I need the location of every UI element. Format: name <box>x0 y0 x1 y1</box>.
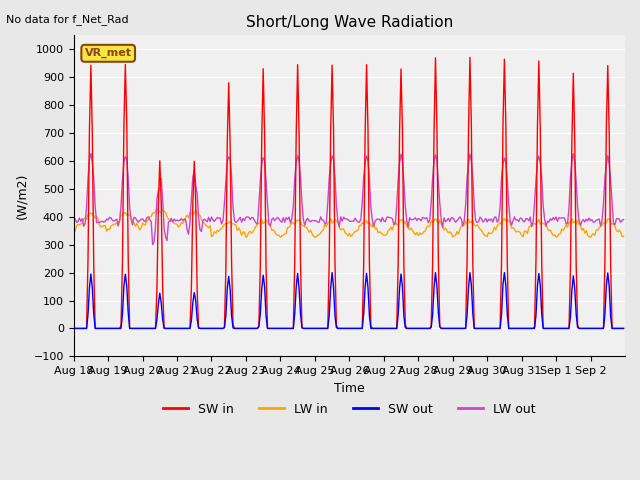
LW out <box>356 219 364 225</box>
SW out <box>328 270 336 276</box>
SW out <box>354 325 362 331</box>
Line: LW out: LW out <box>74 154 623 245</box>
SW in <box>462 325 470 331</box>
SW in <box>353 325 360 331</box>
SW in <box>545 325 553 331</box>
Text: No data for f_Net_Rad: No data for f_Net_Rad <box>6 14 129 25</box>
LW in <box>547 227 554 233</box>
LW in <box>88 212 96 217</box>
LW out <box>620 216 627 222</box>
SW out <box>88 285 96 291</box>
Y-axis label: (W/m2): (W/m2) <box>15 173 28 219</box>
Line: SW out: SW out <box>74 273 623 328</box>
SW in <box>106 325 113 331</box>
Title: Short/Long Wave Radiation: Short/Long Wave Radiation <box>246 15 453 30</box>
LW in <box>620 233 627 239</box>
Legend: SW in, LW in, SW out, LW out: SW in, LW in, SW out, LW out <box>159 398 540 420</box>
SW out <box>617 325 625 331</box>
LW in <box>465 216 472 222</box>
SW in <box>620 325 627 331</box>
SW in <box>70 325 77 331</box>
SW out <box>106 325 113 331</box>
LW out <box>87 151 95 156</box>
LW in <box>153 206 161 212</box>
SW out <box>545 325 553 331</box>
LW in <box>70 226 77 232</box>
Text: VR_met: VR_met <box>84 48 132 59</box>
LW out <box>148 242 156 248</box>
LW in <box>276 235 284 240</box>
LW in <box>618 234 626 240</box>
LW in <box>106 227 113 233</box>
Line: SW in: SW in <box>74 58 623 328</box>
LW out <box>465 161 472 167</box>
LW out <box>90 176 97 181</box>
LW out <box>547 216 554 222</box>
SW out <box>463 312 471 318</box>
LW out <box>70 218 77 224</box>
X-axis label: Time: Time <box>334 382 365 395</box>
LW out <box>618 217 626 223</box>
SW in <box>466 55 474 60</box>
Line: LW in: LW in <box>74 209 623 238</box>
LW in <box>356 223 364 228</box>
SW in <box>88 132 96 137</box>
SW out <box>620 325 627 331</box>
LW out <box>107 215 115 221</box>
SW out <box>70 325 77 331</box>
SW in <box>617 325 625 331</box>
